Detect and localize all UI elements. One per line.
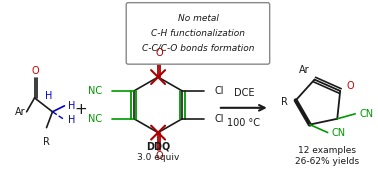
Text: DCE: DCE [234, 88, 254, 98]
Text: R: R [43, 137, 50, 147]
Text: O: O [155, 48, 163, 58]
Text: O: O [155, 151, 163, 161]
Text: Ar: Ar [15, 107, 25, 117]
Text: C-C/C-O bonds formation: C-C/C-O bonds formation [142, 44, 254, 53]
Text: O: O [346, 81, 354, 91]
Text: R: R [281, 97, 288, 107]
Text: 100 °C: 100 °C [227, 118, 260, 128]
Text: CN: CN [359, 109, 373, 119]
Text: 3.0 equiv: 3.0 equiv [137, 153, 179, 162]
Text: H: H [68, 115, 76, 125]
Text: Cl: Cl [214, 86, 224, 96]
FancyBboxPatch shape [126, 3, 270, 64]
Text: 26-62% yields: 26-62% yields [295, 157, 359, 166]
Text: Cl: Cl [214, 114, 224, 124]
Text: H: H [45, 91, 52, 101]
Text: 12 examples: 12 examples [299, 146, 356, 155]
Text: +: + [74, 102, 87, 117]
Text: DDQ: DDQ [146, 141, 170, 151]
Text: H: H [68, 101, 76, 111]
Text: CN: CN [332, 128, 346, 138]
Text: NC: NC [88, 86, 102, 96]
Text: NC: NC [88, 114, 102, 124]
Text: No metal: No metal [178, 14, 218, 23]
Text: Ar: Ar [299, 65, 310, 75]
Text: C-H functionalization: C-H functionalization [151, 29, 245, 38]
Text: O: O [32, 66, 39, 76]
